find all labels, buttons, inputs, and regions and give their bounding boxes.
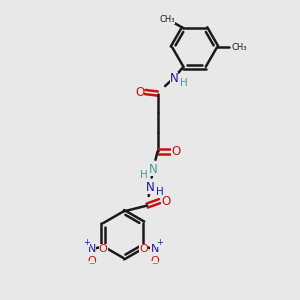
Text: O: O <box>150 256 159 266</box>
Text: O: O <box>139 244 148 254</box>
Text: N: N <box>149 163 158 176</box>
Text: O: O <box>88 256 96 266</box>
Text: N: N <box>150 244 159 254</box>
Text: ⁻: ⁻ <box>88 261 95 274</box>
Text: +: + <box>83 238 90 247</box>
Text: N: N <box>146 181 154 194</box>
Text: N: N <box>169 72 178 85</box>
Text: O: O <box>171 145 181 158</box>
Text: O: O <box>135 85 144 98</box>
Text: H: H <box>180 78 187 88</box>
Text: O: O <box>161 195 170 208</box>
Text: ⁻: ⁻ <box>151 261 158 274</box>
Text: +: + <box>157 238 164 247</box>
Text: CH₃: CH₃ <box>231 43 247 52</box>
Text: O: O <box>99 244 107 254</box>
Text: H: H <box>140 170 148 180</box>
Text: H: H <box>156 187 164 196</box>
Text: N: N <box>88 244 96 254</box>
Text: CH₃: CH₃ <box>159 15 175 24</box>
